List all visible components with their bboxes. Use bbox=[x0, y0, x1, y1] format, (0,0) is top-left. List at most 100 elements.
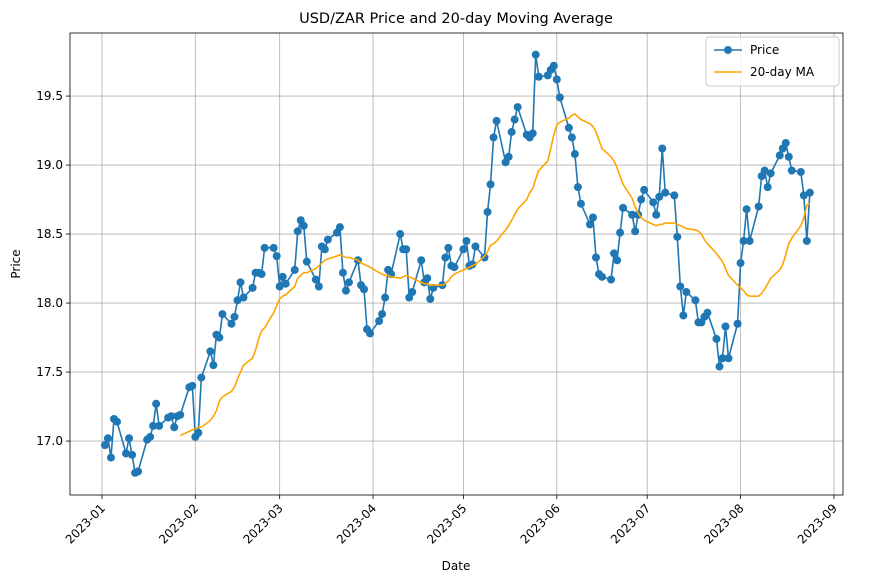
data-point bbox=[444, 243, 453, 252]
data-point bbox=[483, 207, 492, 216]
data-point bbox=[471, 242, 480, 251]
data-point bbox=[227, 319, 236, 328]
data-point bbox=[381, 293, 390, 302]
data-point bbox=[567, 133, 576, 142]
data-point bbox=[236, 278, 245, 287]
data-point bbox=[763, 183, 772, 192]
data-point bbox=[652, 210, 661, 219]
data-point bbox=[441, 253, 450, 262]
data-point bbox=[299, 221, 308, 230]
data-point bbox=[290, 265, 299, 274]
data-point bbox=[122, 449, 131, 458]
data-point bbox=[718, 354, 727, 363]
data-point bbox=[799, 191, 808, 200]
legend: Price 20-day MA bbox=[705, 36, 840, 87]
y-axis-label: Price bbox=[9, 249, 23, 278]
data-point bbox=[450, 263, 459, 272]
data-point bbox=[628, 210, 637, 219]
data-point bbox=[311, 275, 320, 284]
data-point bbox=[206, 347, 215, 356]
data-point bbox=[733, 319, 742, 328]
data-point bbox=[489, 133, 498, 142]
data-point bbox=[269, 243, 278, 252]
data-point bbox=[248, 283, 257, 292]
data-point bbox=[564, 123, 573, 132]
data-point bbox=[610, 249, 619, 258]
data-point bbox=[188, 381, 197, 390]
data-point bbox=[239, 293, 248, 302]
data-point bbox=[573, 183, 582, 192]
data-point bbox=[338, 268, 347, 277]
data-point bbox=[712, 334, 721, 343]
data-point bbox=[176, 410, 185, 419]
data-point bbox=[552, 75, 561, 84]
data-point bbox=[585, 220, 594, 229]
data-point bbox=[272, 252, 281, 261]
data-point bbox=[302, 257, 311, 266]
data-point bbox=[314, 282, 323, 291]
data-point bbox=[673, 232, 682, 241]
data-point bbox=[616, 228, 625, 237]
data-point bbox=[739, 236, 748, 245]
data-point bbox=[598, 272, 607, 281]
data-point bbox=[631, 227, 640, 236]
y-tick-label: 18.0 bbox=[36, 296, 63, 310]
data-point bbox=[128, 450, 137, 459]
data-point bbox=[670, 191, 679, 200]
data-point bbox=[619, 203, 628, 212]
data-point bbox=[721, 322, 730, 331]
data-point bbox=[486, 180, 495, 189]
data-point bbox=[549, 61, 558, 70]
data-point bbox=[209, 361, 218, 370]
data-point bbox=[341, 286, 350, 295]
data-point bbox=[745, 236, 754, 245]
data-point bbox=[570, 150, 579, 159]
data-point bbox=[278, 272, 287, 281]
data-point bbox=[215, 333, 224, 342]
data-point bbox=[775, 151, 784, 160]
data-point bbox=[146, 432, 155, 441]
data-point bbox=[781, 138, 790, 147]
data-point bbox=[344, 278, 353, 287]
data-point bbox=[555, 93, 564, 102]
data-point bbox=[459, 245, 468, 254]
y-tick-label: 19.5 bbox=[36, 89, 63, 103]
data-point bbox=[492, 116, 501, 125]
data-point bbox=[152, 399, 161, 408]
data-point bbox=[366, 329, 375, 338]
data-point bbox=[802, 236, 811, 245]
data-point bbox=[576, 199, 585, 208]
data-point bbox=[260, 243, 269, 252]
data-point bbox=[170, 423, 179, 432]
data-point bbox=[378, 310, 387, 319]
data-point bbox=[682, 288, 691, 297]
data-point bbox=[691, 296, 700, 305]
data-point bbox=[787, 166, 796, 175]
data-point bbox=[103, 434, 112, 443]
data-point bbox=[724, 354, 733, 363]
data-point bbox=[640, 185, 649, 194]
data-point bbox=[134, 467, 143, 476]
legend-label: 20-day MA bbox=[750, 65, 815, 79]
data-point bbox=[100, 441, 109, 450]
data-point bbox=[507, 127, 516, 136]
data-point bbox=[531, 50, 540, 59]
y-tick-label: 19.0 bbox=[36, 158, 63, 172]
legend-label: Price bbox=[750, 43, 779, 57]
data-point bbox=[591, 253, 600, 262]
data-point bbox=[766, 169, 775, 178]
data-point bbox=[167, 412, 176, 421]
data-point bbox=[754, 202, 763, 211]
data-point bbox=[375, 316, 384, 325]
data-point bbox=[408, 288, 417, 297]
data-point bbox=[676, 282, 685, 291]
data-point bbox=[679, 311, 688, 320]
data-point bbox=[275, 282, 284, 291]
data-point bbox=[736, 259, 745, 268]
y-tick-label: 18.5 bbox=[36, 227, 63, 241]
data-point bbox=[149, 421, 158, 430]
data-point bbox=[125, 434, 134, 443]
data-point bbox=[320, 245, 329, 254]
legend-marker bbox=[724, 46, 732, 54]
